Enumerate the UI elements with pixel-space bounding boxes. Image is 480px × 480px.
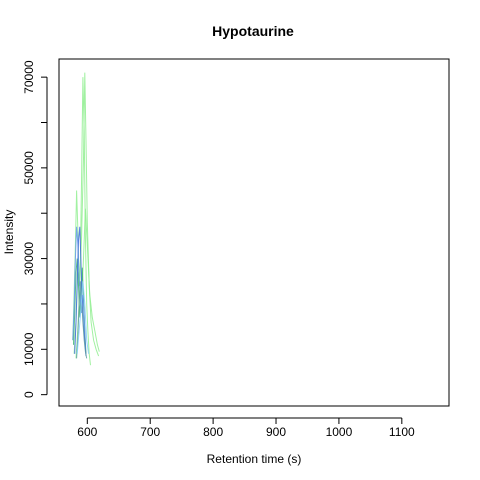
series-line-1: [72, 77, 91, 366]
x-tick-label: 1000: [326, 425, 353, 439]
series-layer: [72, 72, 100, 366]
x-tick-label: 800: [203, 425, 223, 439]
chart-title: Hypotaurine: [212, 23, 294, 39]
series-line-8: [76, 281, 90, 354]
y-tick-label: 10000: [22, 332, 36, 366]
series-line-5: [72, 226, 86, 350]
x-axis-label: Retention time (s): [207, 452, 302, 466]
y-tick-label: 50000: [22, 151, 36, 185]
plot-frame: [58, 58, 450, 407]
y-tick-label: 30000: [22, 242, 36, 276]
y-axis: 0 10000 30000 50000 70000: [22, 60, 48, 398]
y-tick-label: 70000: [22, 60, 36, 94]
x-axis: 600 700 800 900 1000 1100: [77, 417, 415, 439]
x-tick-label: 900: [266, 425, 286, 439]
y-axis-label: Intensity: [2, 210, 16, 255]
y-tick-label: 0: [22, 391, 36, 398]
x-tick-label: 600: [77, 425, 97, 439]
x-tick-label: 700: [140, 425, 160, 439]
x-tick-label: 1100: [389, 425, 415, 439]
